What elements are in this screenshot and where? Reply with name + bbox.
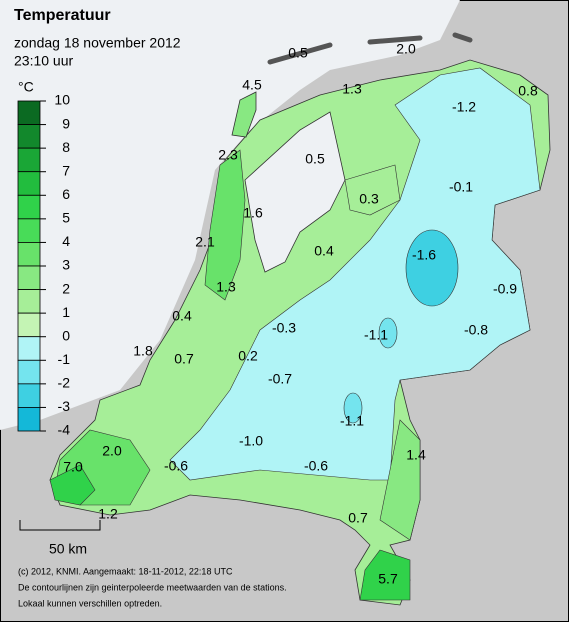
station-value: -1.2 <box>452 99 476 115</box>
station-value: 2.3 <box>218 147 238 163</box>
sea <box>0 0 460 430</box>
legend-box <box>17 147 41 173</box>
legend-tick-label: 6 <box>62 186 70 202</box>
station-value: -1.6 <box>412 247 436 263</box>
scale-label: 50 km <box>49 541 87 557</box>
station-value: 1.2 <box>98 506 118 522</box>
footer-line: Lokaal kunnen verschillen optreden. <box>18 598 162 608</box>
texel <box>231 91 257 138</box>
footer-line: (c) 2012, KNMI. Aangemaakt: 18-11-2012, … <box>18 566 233 576</box>
legend-tick-label: 0 <box>62 327 70 343</box>
legend-tick-label: -1 <box>58 351 71 367</box>
station-value: 0.3 <box>359 191 379 207</box>
legend-tick-label: -2 <box>58 375 71 391</box>
station-labels: 0.5 2.0 4.5 1.3 -1.2 0.8 2.3 0.5 -0.1 0.3 1.6 2.1 0.… <box>63 41 538 587</box>
station-value: -0.6 <box>164 458 188 474</box>
legend-box <box>17 407 41 432</box>
legend-box <box>17 265 41 290</box>
legend-box <box>17 383 41 408</box>
station-value: 1.8 <box>133 343 153 359</box>
region-warmer <box>359 549 411 601</box>
station-value: -0.3 <box>272 320 296 336</box>
legend-tick-label: 3 <box>62 257 70 273</box>
flevoland <box>344 164 401 216</box>
footer-line: De contourlijnen zijn geinterpoleerde me… <box>18 582 287 592</box>
region-warm <box>204 149 246 301</box>
region-warmer <box>49 464 96 506</box>
region-warm <box>379 419 421 541</box>
ijsselmeer <box>244 111 346 273</box>
legend-tick-label: 7 <box>62 162 70 178</box>
station-value: 2.0 <box>102 443 122 459</box>
station-value: 1.3 <box>216 279 236 295</box>
wadden-islands <box>267 32 473 65</box>
station-value: 7.0 <box>63 459 83 475</box>
subtitle: zondag 18 november 2012 <box>14 35 181 51</box>
title: Temperatuur <box>14 7 111 24</box>
legend-box <box>17 100 41 125</box>
station-value: 5.7 <box>378 571 398 587</box>
legend-tick-label: 4 <box>62 233 70 249</box>
legend-box <box>17 312 41 338</box>
station-value: 1.4 <box>406 447 426 463</box>
station-value: 0.5 <box>288 45 308 61</box>
station-value: 0.8 <box>518 83 538 99</box>
region-colder <box>405 229 459 307</box>
legend-tick-label: -3 <box>58 398 71 414</box>
legend-box <box>17 336 41 361</box>
legend-tick-label: 2 <box>62 280 70 296</box>
legend-tick-label: 5 <box>62 210 70 226</box>
legend-box <box>17 359 41 385</box>
station-value: 1.3 <box>342 81 362 97</box>
time: 23:10 uur <box>14 53 73 69</box>
legend-tick-label: 9 <box>62 115 70 131</box>
legend-tick-label: 8 <box>62 139 70 155</box>
station-value: 1.6 <box>243 205 263 221</box>
station-value: 0.7 <box>348 510 368 526</box>
station-value: 0.4 <box>172 308 192 324</box>
scale-bar <box>19 520 101 531</box>
region-colder <box>378 317 398 349</box>
legend-box <box>17 242 41 267</box>
station-value: 0.4 <box>314 243 334 259</box>
region-colder <box>343 392 363 424</box>
station-value: -1.1 <box>340 413 364 429</box>
station-value: 0.7 <box>174 351 194 367</box>
station-value: 4.5 <box>242 77 262 93</box>
station-value: 0.2 <box>238 348 258 364</box>
station-value: -0.1 <box>449 179 473 195</box>
legend-box <box>17 289 41 314</box>
legend-tick-label: 1 <box>62 304 70 320</box>
station-value: -0.8 <box>464 322 488 338</box>
station-value: 2.1 <box>195 234 215 250</box>
station-value: -0.7 <box>268 371 292 387</box>
legend-box <box>17 218 41 243</box>
station-value: -0.9 <box>493 281 517 297</box>
legend-box <box>17 171 41 196</box>
legend-tick-label: -4 <box>58 422 71 438</box>
legend-tick-label: 10 <box>54 92 70 108</box>
station-value: 2.0 <box>396 41 416 57</box>
station-value: -0.6 <box>304 458 328 474</box>
legend-box <box>17 124 41 149</box>
legend-box <box>17 194 41 220</box>
station-value: -1.1 <box>364 327 388 343</box>
station-value: 0.5 <box>305 151 325 167</box>
legend-unit: °C <box>18 79 34 95</box>
station-value: -1.0 <box>239 433 263 449</box>
